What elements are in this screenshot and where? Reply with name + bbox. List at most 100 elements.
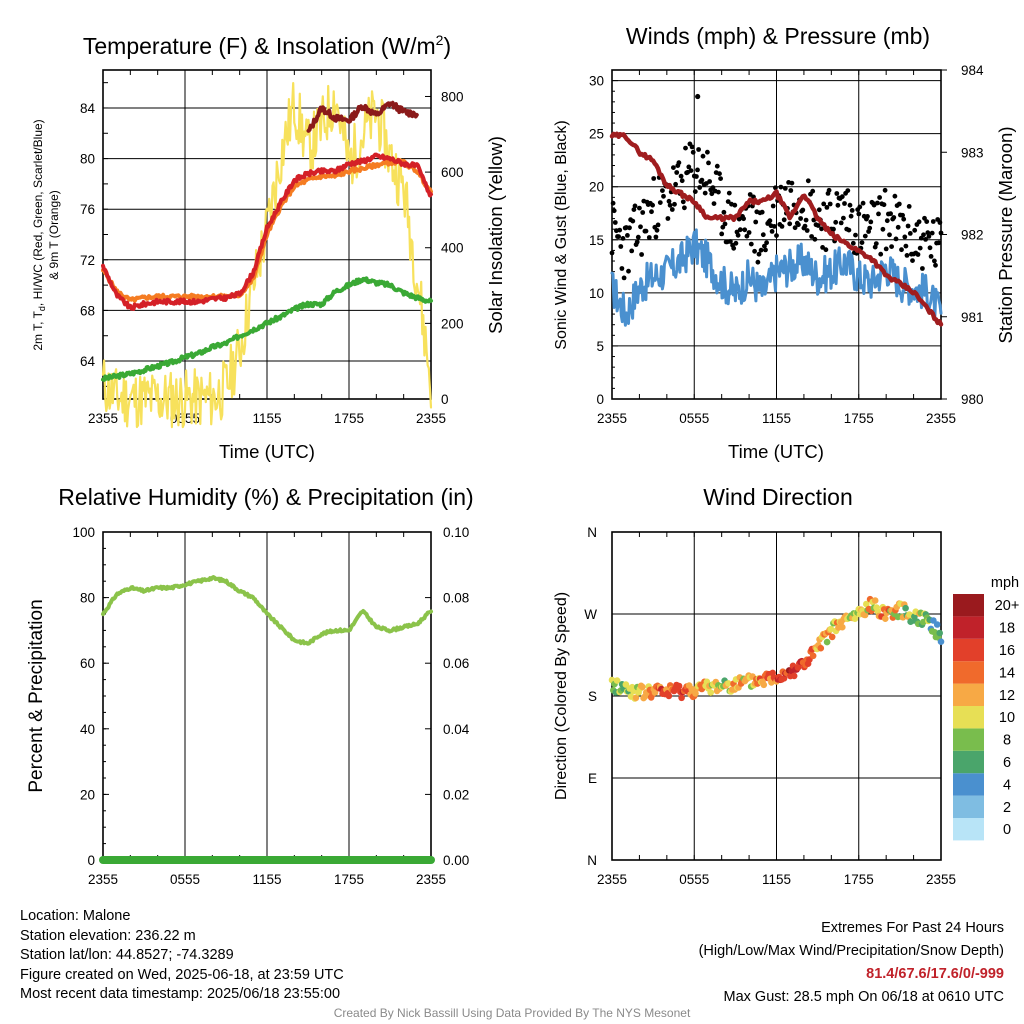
gust-point	[753, 219, 759, 225]
time-tick-label: 0555	[170, 872, 200, 887]
direction-point	[651, 689, 659, 696]
gust-point	[716, 189, 721, 195]
gust-point	[850, 240, 856, 246]
winds-xlabel: Time (UTC)	[728, 441, 824, 462]
rh-ytick-label: 100	[72, 525, 95, 540]
precip-tick-label: 0.06	[443, 656, 469, 671]
gust-point	[917, 245, 923, 251]
gust-point	[667, 202, 673, 208]
colorbar-label: 14	[999, 665, 1015, 681]
gust-point	[862, 233, 868, 239]
gust-point	[803, 217, 809, 223]
gust-point	[884, 218, 890, 224]
gust-point	[920, 266, 925, 271]
time-tick-label: 2355	[926, 872, 956, 887]
gust-point	[752, 248, 757, 254]
gust-point	[690, 149, 696, 155]
gust-point	[678, 173, 684, 179]
direction-point	[882, 615, 889, 622]
time-tick-label: 0555	[679, 411, 709, 426]
gust-point	[929, 230, 935, 236]
gust-point	[816, 207, 822, 213]
direction-point	[809, 652, 817, 660]
gust-point	[845, 188, 851, 194]
gust-point	[721, 209, 727, 215]
dewpoint-line	[101, 276, 433, 382]
gust-point	[643, 228, 649, 234]
gust-point	[676, 160, 682, 166]
colorbar-label: 20+	[995, 598, 1020, 614]
gust-point	[610, 200, 616, 206]
gust-point	[679, 178, 685, 184]
colorbar-label: 6	[1003, 755, 1011, 771]
dir-ytick-label: N	[587, 853, 597, 868]
gust-point	[899, 247, 904, 253]
colorbar-swatch	[953, 795, 984, 818]
precip-tick-label: 0.08	[443, 591, 469, 606]
gust-point	[838, 220, 844, 226]
gust-point	[856, 211, 862, 217]
precip-tick-label: 0.02	[443, 787, 469, 802]
pressure-line	[609, 131, 944, 327]
gust-point	[778, 184, 784, 190]
time-tick-label: 1155	[252, 872, 281, 887]
gust-point	[695, 167, 700, 173]
gust-point	[640, 210, 646, 215]
gust-point	[732, 202, 738, 208]
insolation-tick-label: 600	[441, 165, 464, 180]
gust-point	[762, 243, 767, 249]
gust-point	[702, 190, 708, 196]
time-tick-label: 2355	[88, 872, 118, 887]
time-tick-label: 0555	[679, 872, 709, 887]
extremes-values: 81.4/67.6/17.6/0/-999	[866, 966, 1004, 982]
gust-point	[688, 168, 694, 174]
gust-point	[655, 222, 661, 228]
insolation-tick-label: 200	[441, 316, 464, 331]
gust-point	[722, 221, 728, 227]
time-tick-label: 1755	[334, 872, 364, 887]
gust-point	[665, 216, 671, 221]
colorbar-label: 12	[999, 688, 1015, 704]
colorbar-swatch	[953, 616, 984, 639]
gust-point	[824, 205, 830, 210]
gust-point	[767, 218, 773, 224]
gust-point	[637, 205, 642, 211]
temp-2m-line	[101, 152, 433, 311]
dir-ytick-label: S	[588, 689, 597, 704]
gust-point	[714, 163, 720, 169]
dir-panel-title: Wind Direction	[703, 484, 853, 510]
time-tick-label: 2355	[416, 411, 446, 426]
gust-point	[938, 230, 944, 236]
gust-point	[639, 252, 644, 257]
temp-ytick-label: 72	[80, 253, 95, 268]
gust-point	[889, 244, 894, 250]
gust-point	[709, 191, 715, 197]
gust-point	[634, 239, 640, 245]
gust-point	[717, 171, 722, 177]
direction-point	[828, 633, 836, 641]
gust-point	[612, 220, 618, 225]
gust-point	[707, 179, 712, 184]
rh-ytick-label: 40	[80, 722, 95, 737]
gust-point	[747, 192, 753, 197]
gust-point	[769, 229, 775, 234]
gust-point	[649, 209, 654, 215]
gust-point	[625, 233, 630, 238]
gust-point	[646, 235, 652, 240]
gust-point	[921, 232, 926, 238]
gust-point	[627, 225, 632, 231]
gust-point	[671, 165, 676, 171]
wind-ytick-label: 30	[589, 74, 604, 89]
ylabel-part: 2m T, T	[31, 310, 45, 350]
direction-point	[937, 638, 945, 645]
temp-ytick-label: 68	[80, 303, 95, 318]
gust-point	[903, 243, 909, 249]
gust-point	[912, 227, 918, 233]
temp-panel-title: Temperature (F) & Insolation (W/m2)	[83, 32, 451, 59]
time-tick-label: 1755	[334, 411, 364, 426]
direction-point	[920, 618, 927, 626]
gust-point	[896, 201, 902, 207]
gust-point	[937, 220, 943, 225]
time-tick-label: 2355	[597, 411, 627, 426]
